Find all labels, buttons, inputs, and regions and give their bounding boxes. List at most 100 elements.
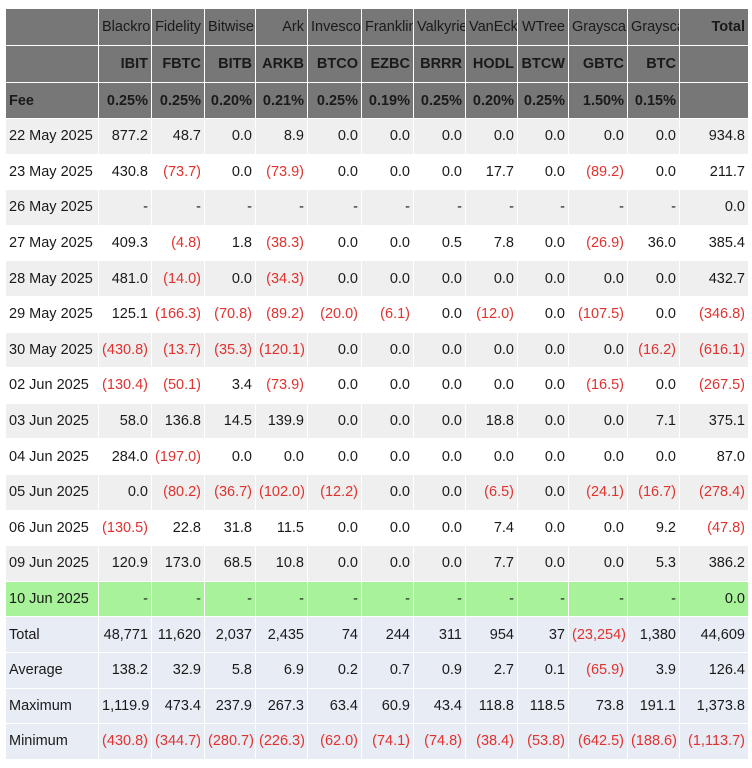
- flow-cell: (73.9): [255, 153, 308, 191]
- flow-cell: 0.0: [413, 545, 466, 582]
- flow-cell: 125.1: [98, 295, 152, 333]
- flow-cell: 68.5: [204, 545, 256, 582]
- row-total-cell: 432.7: [679, 260, 749, 297]
- fee-value: 0.25%: [98, 82, 152, 119]
- flow-cell: (38.3): [255, 224, 308, 262]
- summary-cell: (226.3): [255, 723, 308, 760]
- flow-cell: 0.0: [204, 438, 256, 475]
- flow-cell: -: [151, 189, 205, 226]
- flow-cell: 0.0: [361, 509, 414, 547]
- flow-cell: (13.7): [151, 331, 205, 369]
- table-row: 03 Jun 2025 58.0 136.8 14.5 139.9 0.0 0.0 0.0 18…: [5, 402, 749, 440]
- flow-cell: (89.2): [255, 295, 308, 333]
- summary-cell: 43.4: [413, 687, 466, 725]
- flow-cell: 120.9: [98, 545, 152, 582]
- summary-cell: 191.1: [627, 687, 680, 725]
- flow-cell: 0.0: [307, 153, 362, 191]
- summary-cell: 0.2: [307, 651, 362, 689]
- flow-cell: (16.7): [627, 473, 680, 511]
- row-total-cell: 386.2: [679, 545, 749, 582]
- summary-cell: (62.0): [307, 723, 362, 760]
- flow-cell: (107.5): [568, 295, 628, 333]
- flow-cell: 0.0: [307, 402, 362, 440]
- ticker-header: ARKB: [255, 45, 308, 83]
- flow-cell: 0.0: [465, 438, 518, 475]
- ticker-header: HODL: [465, 45, 518, 83]
- flow-cell: -: [568, 189, 628, 226]
- flow-cell: 0.0: [307, 545, 362, 582]
- flow-cell: (35.3): [204, 331, 256, 369]
- table-row: 04 Jun 2025 284.0 (197.0) 0.0 0.0 0.0 0.0 0.0 0.…: [5, 438, 749, 475]
- summary-cell: (38.4): [465, 723, 518, 760]
- flow-cell: 136.8: [151, 402, 205, 440]
- flow-cell: 0.0: [465, 118, 518, 155]
- header-blank: [679, 45, 749, 83]
- flow-cell: 18.8: [465, 402, 518, 440]
- header-fee-row: Fee 0.25% 0.25% 0.20% 0.21% 0.25% 0.19% 0.25% 0.…: [5, 82, 749, 119]
- row-date: 05 Jun 2025: [5, 473, 99, 511]
- table-row: 23 May 2025 430.8 (73.7) 0.0 (73.9) 0.0 0.0 0.0…: [5, 153, 749, 191]
- table-row: 22 May 2025 877.2 48.7 0.0 8.9 0.0 0.0 0.0 0.0 0.…: [5, 118, 749, 155]
- flow-cell: 0.0: [307, 260, 362, 297]
- row-date: 23 May 2025: [5, 153, 99, 191]
- flow-cell: 481.0: [98, 260, 152, 297]
- flow-cell: 11.5: [255, 509, 308, 547]
- table-row: 30 May 2025 (430.8) (13.7) (35.3) (120.1) 0.0…: [5, 331, 749, 369]
- flow-cell: -: [465, 580, 518, 618]
- summary-cell: 118.8: [465, 687, 518, 725]
- ticker-header: BRRR: [413, 45, 466, 83]
- summary-label: Maximum: [5, 687, 99, 725]
- summary-cell: 473.4: [151, 687, 205, 725]
- flow-cell: 0.0: [307, 331, 362, 369]
- flow-cell: 0.0: [568, 402, 628, 440]
- flow-cell: 0.0: [568, 118, 628, 155]
- flow-cell: 0.0: [361, 402, 414, 440]
- issuer-header: Grayscale: [627, 8, 680, 46]
- flow-cell: (120.1): [255, 331, 308, 369]
- flow-cell: 22.8: [151, 509, 205, 547]
- issuer-header: WTree: [517, 8, 569, 46]
- summary-cell: (53.8): [517, 723, 569, 760]
- row-total-cell: 385.4: [679, 224, 749, 262]
- row-date: 22 May 2025: [5, 118, 99, 155]
- flow-cell: -: [413, 580, 466, 618]
- flow-cell: 7.7: [465, 545, 518, 582]
- flow-cell: (50.1): [151, 367, 205, 404]
- table-row: 29 May 2025 125.1 (166.3) (70.8) (89.2) (20.0…: [5, 295, 749, 333]
- table-row: 09 Jun 2025 120.9 173.0 68.5 10.8 0.0 0.0 0.0 7.…: [5, 545, 749, 582]
- table-row: 05 Jun 2025 0.0 (80.2) (36.7) (102.0) (12.2) 0…: [5, 473, 749, 511]
- flow-cell: 0.0: [517, 260, 569, 297]
- flow-cell: 0.0: [361, 224, 414, 262]
- header-corner: [5, 45, 99, 83]
- summary-cell: 311: [413, 616, 466, 653]
- flow-cell: 0.0: [465, 367, 518, 404]
- flow-cell: 0.5: [413, 224, 466, 262]
- row-total-cell: (616.1): [679, 331, 749, 369]
- row-total-cell: (47.8): [679, 509, 749, 547]
- flow-cell: 0.0: [413, 509, 466, 547]
- fee-value: 0.21%: [255, 82, 308, 119]
- flow-cell: 0.0: [413, 153, 466, 191]
- flow-cell: (20.0): [307, 295, 362, 333]
- row-date: 04 Jun 2025: [5, 438, 99, 475]
- flow-cell: (12.0): [465, 295, 518, 333]
- summary-cell: 3.9: [627, 651, 680, 689]
- flow-cell: 0.0: [255, 438, 308, 475]
- flow-cell: -: [151, 580, 205, 618]
- flow-cell: (26.9): [568, 224, 628, 262]
- flow-cell: 0.0: [517, 367, 569, 404]
- summary-cell: 63.4: [307, 687, 362, 725]
- flow-cell: -: [413, 189, 466, 226]
- flow-cell: 409.3: [98, 224, 152, 262]
- flow-cell: (73.7): [151, 153, 205, 191]
- summary-cell: 118.5: [517, 687, 569, 725]
- flow-cell: 0.0: [361, 118, 414, 155]
- summary-cell: 32.9: [151, 651, 205, 689]
- flow-cell: 0.0: [517, 509, 569, 547]
- flow-cell: (166.3): [151, 295, 205, 333]
- flow-cell: 0.0: [517, 402, 569, 440]
- summary-label: Total: [5, 616, 99, 653]
- summary-cell: 0.9: [413, 651, 466, 689]
- flow-cell: 0.0: [307, 118, 362, 155]
- fee-value: 0.25%: [151, 82, 205, 119]
